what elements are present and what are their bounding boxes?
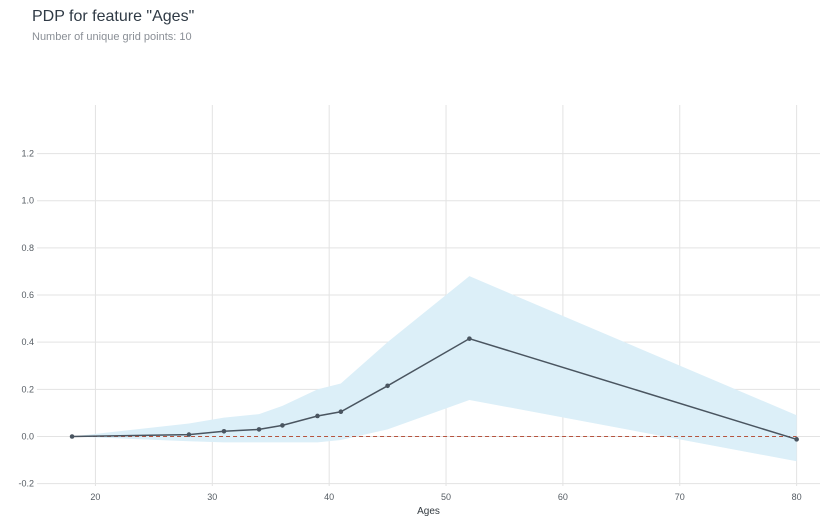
y-tick-label: 1.0 [21, 196, 34, 206]
x-axis-label: Ages [417, 506, 440, 517]
x-tick-label: 30 [207, 492, 217, 502]
pdp-point [794, 437, 799, 442]
pdp-line [72, 337, 797, 441]
pdp-point [315, 413, 320, 419]
confidence-band [72, 276, 797, 462]
pdp-point [467, 336, 472, 341]
chart-subtitle: Number of unique grid points: 10 [32, 31, 192, 43]
y-tick-label: -0.2 [18, 479, 34, 489]
pdp-series-line [72, 337, 797, 441]
pdp-point [69, 434, 75, 439]
confidence-band-area [72, 276, 797, 462]
tick-labels: 20 30 40 50 60 70 80 -0.2 0.0 0.2 0.4 0.6 0.8 1.0 1.2 [18, 149, 801, 502]
pdp-point [221, 429, 227, 434]
pdp-points [69, 336, 799, 442]
x-tick-label: 40 [324, 492, 334, 502]
x-tick-label: 80 [792, 492, 802, 502]
x-tick-label: 20 [90, 492, 100, 502]
pdp-point [385, 383, 390, 389]
pdp-point [256, 427, 262, 432]
x-tick-label: 70 [675, 492, 685, 502]
chart-title: PDP for feature "Ages" [32, 8, 195, 25]
y-tick-label: 0.2 [21, 384, 34, 394]
y-tick-label: 1.2 [21, 149, 34, 159]
y-tick-label: 0.0 [21, 431, 34, 441]
x-tick-label: 60 [558, 492, 568, 502]
pdp-point [280, 423, 285, 428]
y-tick-label: 0.4 [21, 337, 34, 347]
y-tick-label: 0.6 [21, 290, 34, 300]
x-tick-label: 50 [441, 492, 451, 502]
pdp-point [338, 409, 344, 415]
pdp-point [186, 432, 192, 437]
y-tick-label: 0.8 [21, 243, 34, 253]
